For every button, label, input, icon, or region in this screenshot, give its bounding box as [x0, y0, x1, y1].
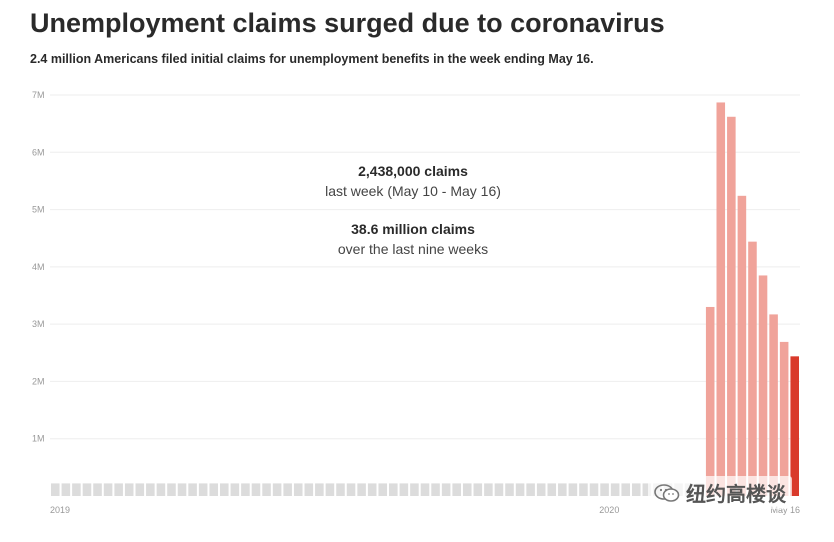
bar-baseline-week [293, 483, 303, 496]
bar-baseline-week [315, 483, 324, 496]
gridlines [50, 94, 800, 440]
bar-baseline-week [135, 483, 145, 496]
bar-baseline-week [241, 483, 250, 496]
watermark-text: 纽约高楼谈 [686, 482, 786, 506]
bar-baseline-week [589, 483, 599, 496]
y-tick-label: 4M [32, 262, 45, 272]
x-axis-ticks: 2019 2020 May 16 [50, 505, 800, 515]
y-tick-label: 1M [32, 434, 45, 444]
bar-baseline-week [536, 483, 546, 496]
bar-baseline-week [558, 483, 567, 496]
annotation-total-claims: 38.6 million claims [351, 221, 475, 237]
bar-baseline-week [378, 483, 388, 496]
bar-baseline-week [93, 483, 102, 496]
bar-surge-week [769, 314, 778, 496]
bar-baseline-week [72, 483, 81, 496]
watermark: 纽约高楼谈 [648, 476, 792, 509]
bar-baseline-week [262, 483, 271, 496]
bar-baseline-week [272, 483, 282, 496]
x-tick-label: May 16 [770, 505, 800, 515]
bar-baseline-week [367, 483, 377, 496]
bar-baseline-week [441, 483, 451, 496]
bar-baseline-week [156, 483, 166, 496]
bar-baseline-week [642, 483, 652, 496]
bar-baseline-week [420, 483, 430, 496]
x-tick-label: 2020 [599, 505, 619, 515]
bar-baseline-week [124, 483, 134, 496]
bar-baseline-week [82, 483, 92, 496]
y-tick-label: 7M [32, 90, 45, 100]
bar-baseline-week [505, 483, 514, 496]
bar-baseline-week [167, 483, 176, 496]
bar-baseline-week [610, 483, 620, 496]
bar-baseline-week [209, 483, 219, 496]
bar-baseline-week [51, 483, 60, 496]
bar-baseline-week [621, 483, 630, 496]
bar-baseline-week [198, 483, 208, 496]
bar-baseline-week [230, 483, 240, 496]
bar-baseline-week [473, 483, 483, 496]
bar-baseline-week [389, 483, 398, 496]
bar-baseline-week [325, 483, 335, 496]
y-tick-label: 6M [32, 147, 45, 157]
bar-baseline-week [251, 483, 261, 496]
annotation-total-period: over the last nine weeks [338, 241, 488, 257]
bar-baseline-week [114, 483, 123, 496]
bar-baseline-week [484, 483, 493, 496]
bar-baseline-week [515, 483, 525, 496]
annotation-block: 2,438,000 claims last week (May 10 - May… [325, 163, 501, 257]
bar-baseline-week [336, 483, 345, 496]
bar-baseline-week [526, 483, 535, 496]
bars [51, 102, 799, 497]
bar-surge-week [727, 116, 736, 497]
bar-surge-week [716, 102, 726, 496]
bar-baseline-week [547, 483, 557, 496]
bar-baseline-week [146, 483, 155, 496]
annotation-last-week-claims: 2,438,000 claims [358, 163, 468, 179]
annotation-last-week-range: last week (May 10 - May 16) [325, 183, 501, 199]
x-tick-label: 2019 [50, 505, 70, 515]
chart-subtitle: 2.4 million Americans filed initial clai… [30, 52, 594, 66]
bar-baseline-week [631, 483, 641, 496]
bar-baseline-week [177, 483, 187, 496]
y-tick-label: 2M [32, 376, 45, 386]
bar-baseline-week [568, 483, 578, 496]
bar-baseline-week [357, 483, 366, 496]
wechat-icon [654, 483, 680, 503]
y-axis-ticks: 1M 2M 3M 4M 5M 6M 7M [32, 90, 45, 444]
bar-baseline-week [452, 483, 461, 496]
bar-baseline-week [61, 483, 71, 496]
bar-baseline-week [431, 483, 440, 496]
bar-latest-week [790, 356, 799, 496]
bar-surge-week [758, 275, 768, 496]
bar-baseline-week [399, 483, 409, 496]
bar-surge-week [748, 241, 757, 496]
y-tick-label: 5M [32, 205, 45, 215]
bar-baseline-week [410, 483, 419, 496]
bar-baseline-week [283, 483, 292, 496]
bar-baseline-week [304, 483, 314, 496]
bar-baseline-week [579, 483, 588, 496]
bar-surge-week [779, 341, 789, 496]
bar-baseline-week [188, 483, 197, 496]
bar-surge-week [737, 195, 747, 496]
y-tick-label: 3M [32, 319, 45, 329]
bar-baseline-week [600, 483, 609, 496]
chart-title: Unemployment claims surged due to corona… [30, 8, 665, 38]
bar-baseline-week [494, 483, 504, 496]
bar-baseline-week [346, 483, 356, 496]
bar-surge-week [705, 306, 715, 496]
bar-baseline-week [462, 483, 472, 496]
bar-baseline-week [220, 483, 229, 496]
bar-baseline-week [103, 483, 113, 496]
